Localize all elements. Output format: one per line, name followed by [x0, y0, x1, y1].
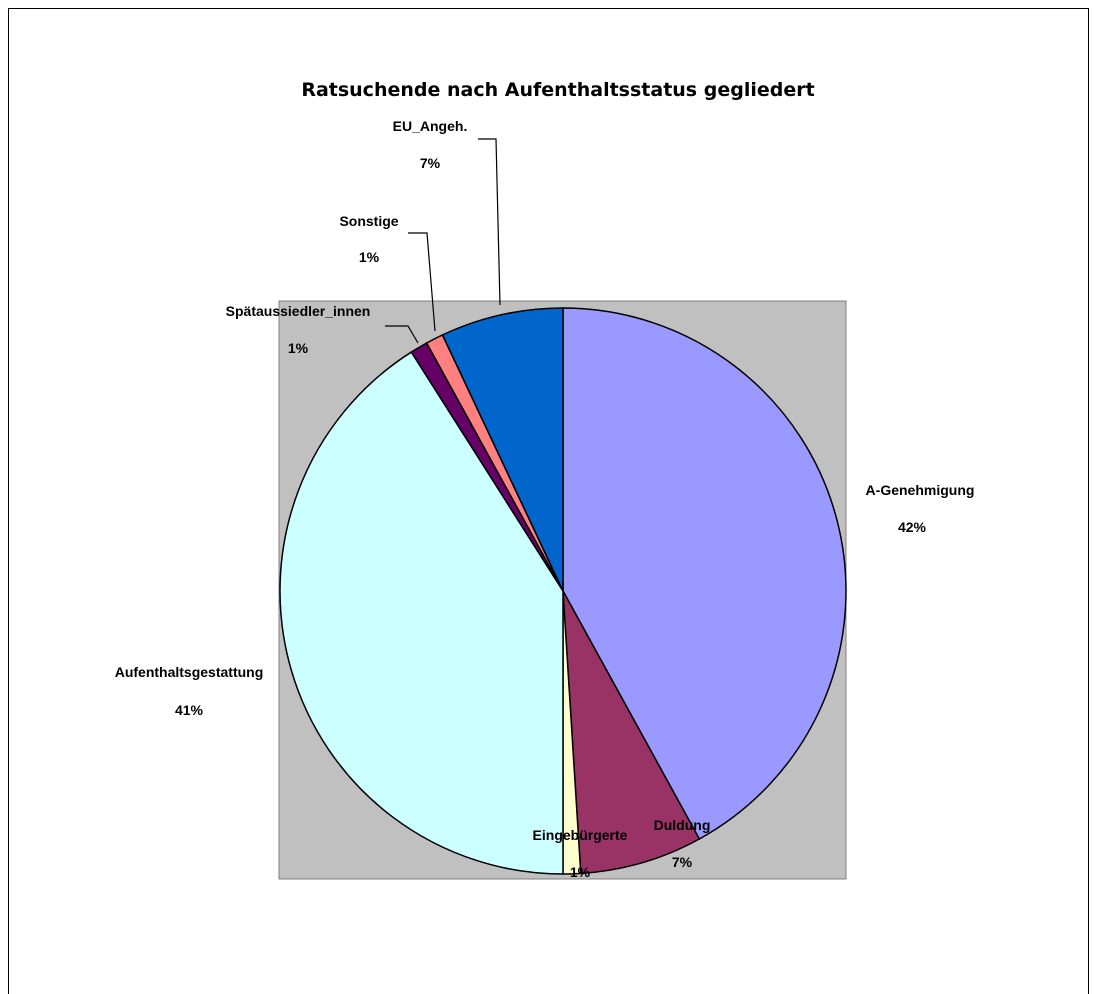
slice-label-name: Aufenthaltsgestattung — [115, 664, 264, 680]
pie-slice-eu-angeh- — [441, 307, 564, 592]
leader-line — [385, 325, 419, 344]
slice-label-name: A-Genehmigung — [866, 482, 975, 498]
slice-label-name: EU_Angeh. — [393, 118, 468, 134]
slice-label-percent: 41% — [175, 702, 204, 718]
pie-slices — [279, 307, 847, 875]
slice-labels: A-Genehmigung 42% Duldung 7% Eingebürgerte 1%… — [115, 118, 975, 880]
slice-label-name: Eingebürgerte — [533, 827, 628, 843]
pie-slice-a-genehmigung — [562, 307, 847, 841]
leader-line — [408, 232, 436, 332]
slice-label-name: Duldung — [654, 817, 711, 833]
slice-label-name: Spätaussiedler_innen — [226, 303, 371, 319]
slice-label-percent: 1% — [570, 864, 591, 880]
slice-label-percent: 1% — [359, 249, 380, 265]
slice-label-name: Sonstige — [339, 213, 398, 229]
leader-line — [478, 138, 501, 306]
leader-lines — [385, 138, 501, 344]
pie-slice-duldung — [562, 590, 701, 875]
pie-slice-aufenthaltsgestattung — [279, 351, 564, 875]
slice-label-percent: 1% — [288, 340, 309, 356]
chart-title: Ratsuchende nach Aufenthaltsstatus gegli… — [301, 79, 814, 101]
slice-label-percent: 42% — [898, 519, 927, 535]
slice-label-percent: 7% — [672, 854, 693, 870]
slice-label-percent: 7% — [420, 155, 441, 171]
